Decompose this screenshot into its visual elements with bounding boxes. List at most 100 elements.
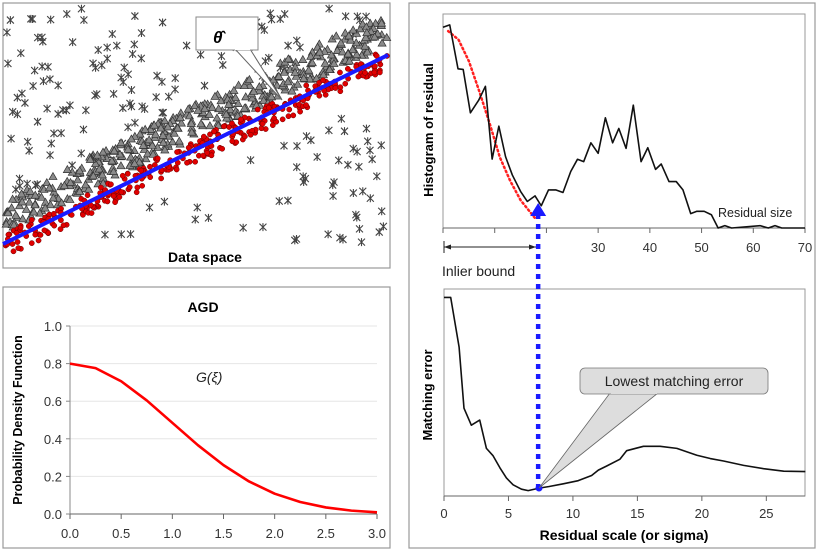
triangle-mark <box>29 207 39 216</box>
lowest-error-label: Lowest matching error <box>605 373 744 389</box>
triangle-mark <box>259 95 269 104</box>
triangle-mark <box>98 147 108 156</box>
triangle-mark <box>214 104 224 113</box>
x-tick-label: 2.5 <box>317 526 335 541</box>
theta-callout: θ̂ <box>195 16 283 101</box>
x-tick-label: 1.5 <box>214 526 232 541</box>
triangle-mark <box>216 96 226 105</box>
outlier-star-mark <box>340 127 349 136</box>
triangle-mark <box>233 80 244 89</box>
triangle-mark <box>44 183 54 192</box>
x-tick-label: 70 <box>798 240 812 255</box>
inlier-dot-mark <box>14 239 21 245</box>
outlier-star-mark <box>120 63 129 72</box>
matching-error-chart: 0 5 10 15 20 25 <box>440 288 806 521</box>
triangle-mark <box>24 197 35 206</box>
inlier-bound-label: Inlier bound <box>442 263 515 279</box>
triangle-mark <box>3 208 13 217</box>
triangle-mark <box>74 186 85 195</box>
inlier-dot-mark <box>147 163 153 170</box>
triangle-mark <box>90 158 101 168</box>
triangle-mark <box>65 194 75 203</box>
x-tick-label: 0.0 <box>61 526 79 541</box>
triangle-mark <box>135 129 145 138</box>
triangle-mark <box>16 189 27 198</box>
outlier-star-mark <box>25 146 34 155</box>
outlier-star-mark <box>363 137 372 146</box>
outlier-star-mark <box>108 30 117 39</box>
triangle-mark <box>65 177 76 186</box>
inlier-dot-mark <box>139 182 146 189</box>
inlier-dot-mark <box>303 82 310 89</box>
outlier-star-mark <box>130 12 139 21</box>
outlier-star-mark <box>324 230 333 239</box>
inlier-dot-mark <box>112 199 118 206</box>
triangle-mark <box>158 130 168 139</box>
inlier-dot-mark <box>344 65 351 72</box>
triangle-mark <box>348 45 358 54</box>
inlier-dot-mark <box>35 237 42 244</box>
triangle-mark <box>207 102 217 111</box>
outlier-star-mark <box>126 230 135 239</box>
outlier-star-mark <box>366 146 374 155</box>
outlier-star-mark <box>344 160 352 169</box>
matching-error-x-axis-label: Residual scale (or sigma) <box>540 527 709 543</box>
outlier-star-mark <box>357 238 366 247</box>
triangle-mark <box>348 25 358 34</box>
x-tick-label: 50 <box>694 240 708 255</box>
triangle-mark <box>108 166 119 175</box>
triangle-mark <box>158 137 168 146</box>
outlier-star-mark <box>54 81 63 90</box>
triangle-mark <box>175 112 185 122</box>
outlier-star-mark <box>328 181 337 190</box>
inlier-dot-mark <box>37 232 44 238</box>
triangle-mark <box>239 103 250 112</box>
data-space-label: Data space <box>168 249 242 265</box>
triangle-mark <box>304 65 314 74</box>
inlier-dot-mark <box>134 184 141 191</box>
triangle-mark <box>107 156 117 165</box>
triangle-mark <box>186 118 196 127</box>
outlier-star-mark <box>137 54 146 63</box>
outlier-star-mark <box>171 85 179 94</box>
outlier-star-mark <box>13 110 22 119</box>
inlier-dot-mark <box>200 152 207 159</box>
triangle-mark <box>254 86 264 95</box>
inlier-dot-mark <box>265 104 272 111</box>
outlier-star-mark <box>290 236 299 245</box>
inlier-dot-mark <box>316 79 322 86</box>
outlier-star-mark <box>124 123 132 132</box>
inlier-dot-mark <box>57 226 64 232</box>
triangle-mark <box>336 38 346 47</box>
outlier-star-mark <box>349 188 358 197</box>
triangle-mark <box>21 204 31 213</box>
outlier-star-mark <box>79 125 88 134</box>
outlier-star-mark <box>119 78 128 87</box>
triangle-mark <box>224 99 234 108</box>
x-tick-label: 30 <box>591 240 605 255</box>
triangle-mark <box>163 122 173 131</box>
outlier-star-mark <box>158 77 166 86</box>
triangle-mark <box>109 146 119 155</box>
outlier-star-mark <box>164 92 173 101</box>
inlier-dot-mark <box>371 69 378 76</box>
outlier-star-mark <box>280 141 288 150</box>
inlier-dot-mark <box>184 159 190 166</box>
triangle-mark <box>148 149 158 158</box>
outlier-star-mark <box>358 187 367 196</box>
inlier-dot-mark <box>286 106 293 113</box>
outlier-star-mark <box>354 162 363 171</box>
triangle-mark <box>80 180 91 189</box>
outlier-star-mark <box>26 14 35 23</box>
outlier-star-mark <box>46 151 54 160</box>
triangle-mark <box>346 35 356 44</box>
inlier-dot-mark <box>25 223 32 229</box>
inlier-dot-mark <box>17 224 24 231</box>
outlier-star-mark <box>126 99 134 108</box>
triangle-mark <box>140 124 150 133</box>
outlier-star-mark <box>204 213 213 222</box>
triangle-mark <box>291 71 301 80</box>
triangle-mark <box>30 200 40 209</box>
outlier-star-mark <box>299 172 308 181</box>
outlier-star-mark <box>15 174 24 183</box>
